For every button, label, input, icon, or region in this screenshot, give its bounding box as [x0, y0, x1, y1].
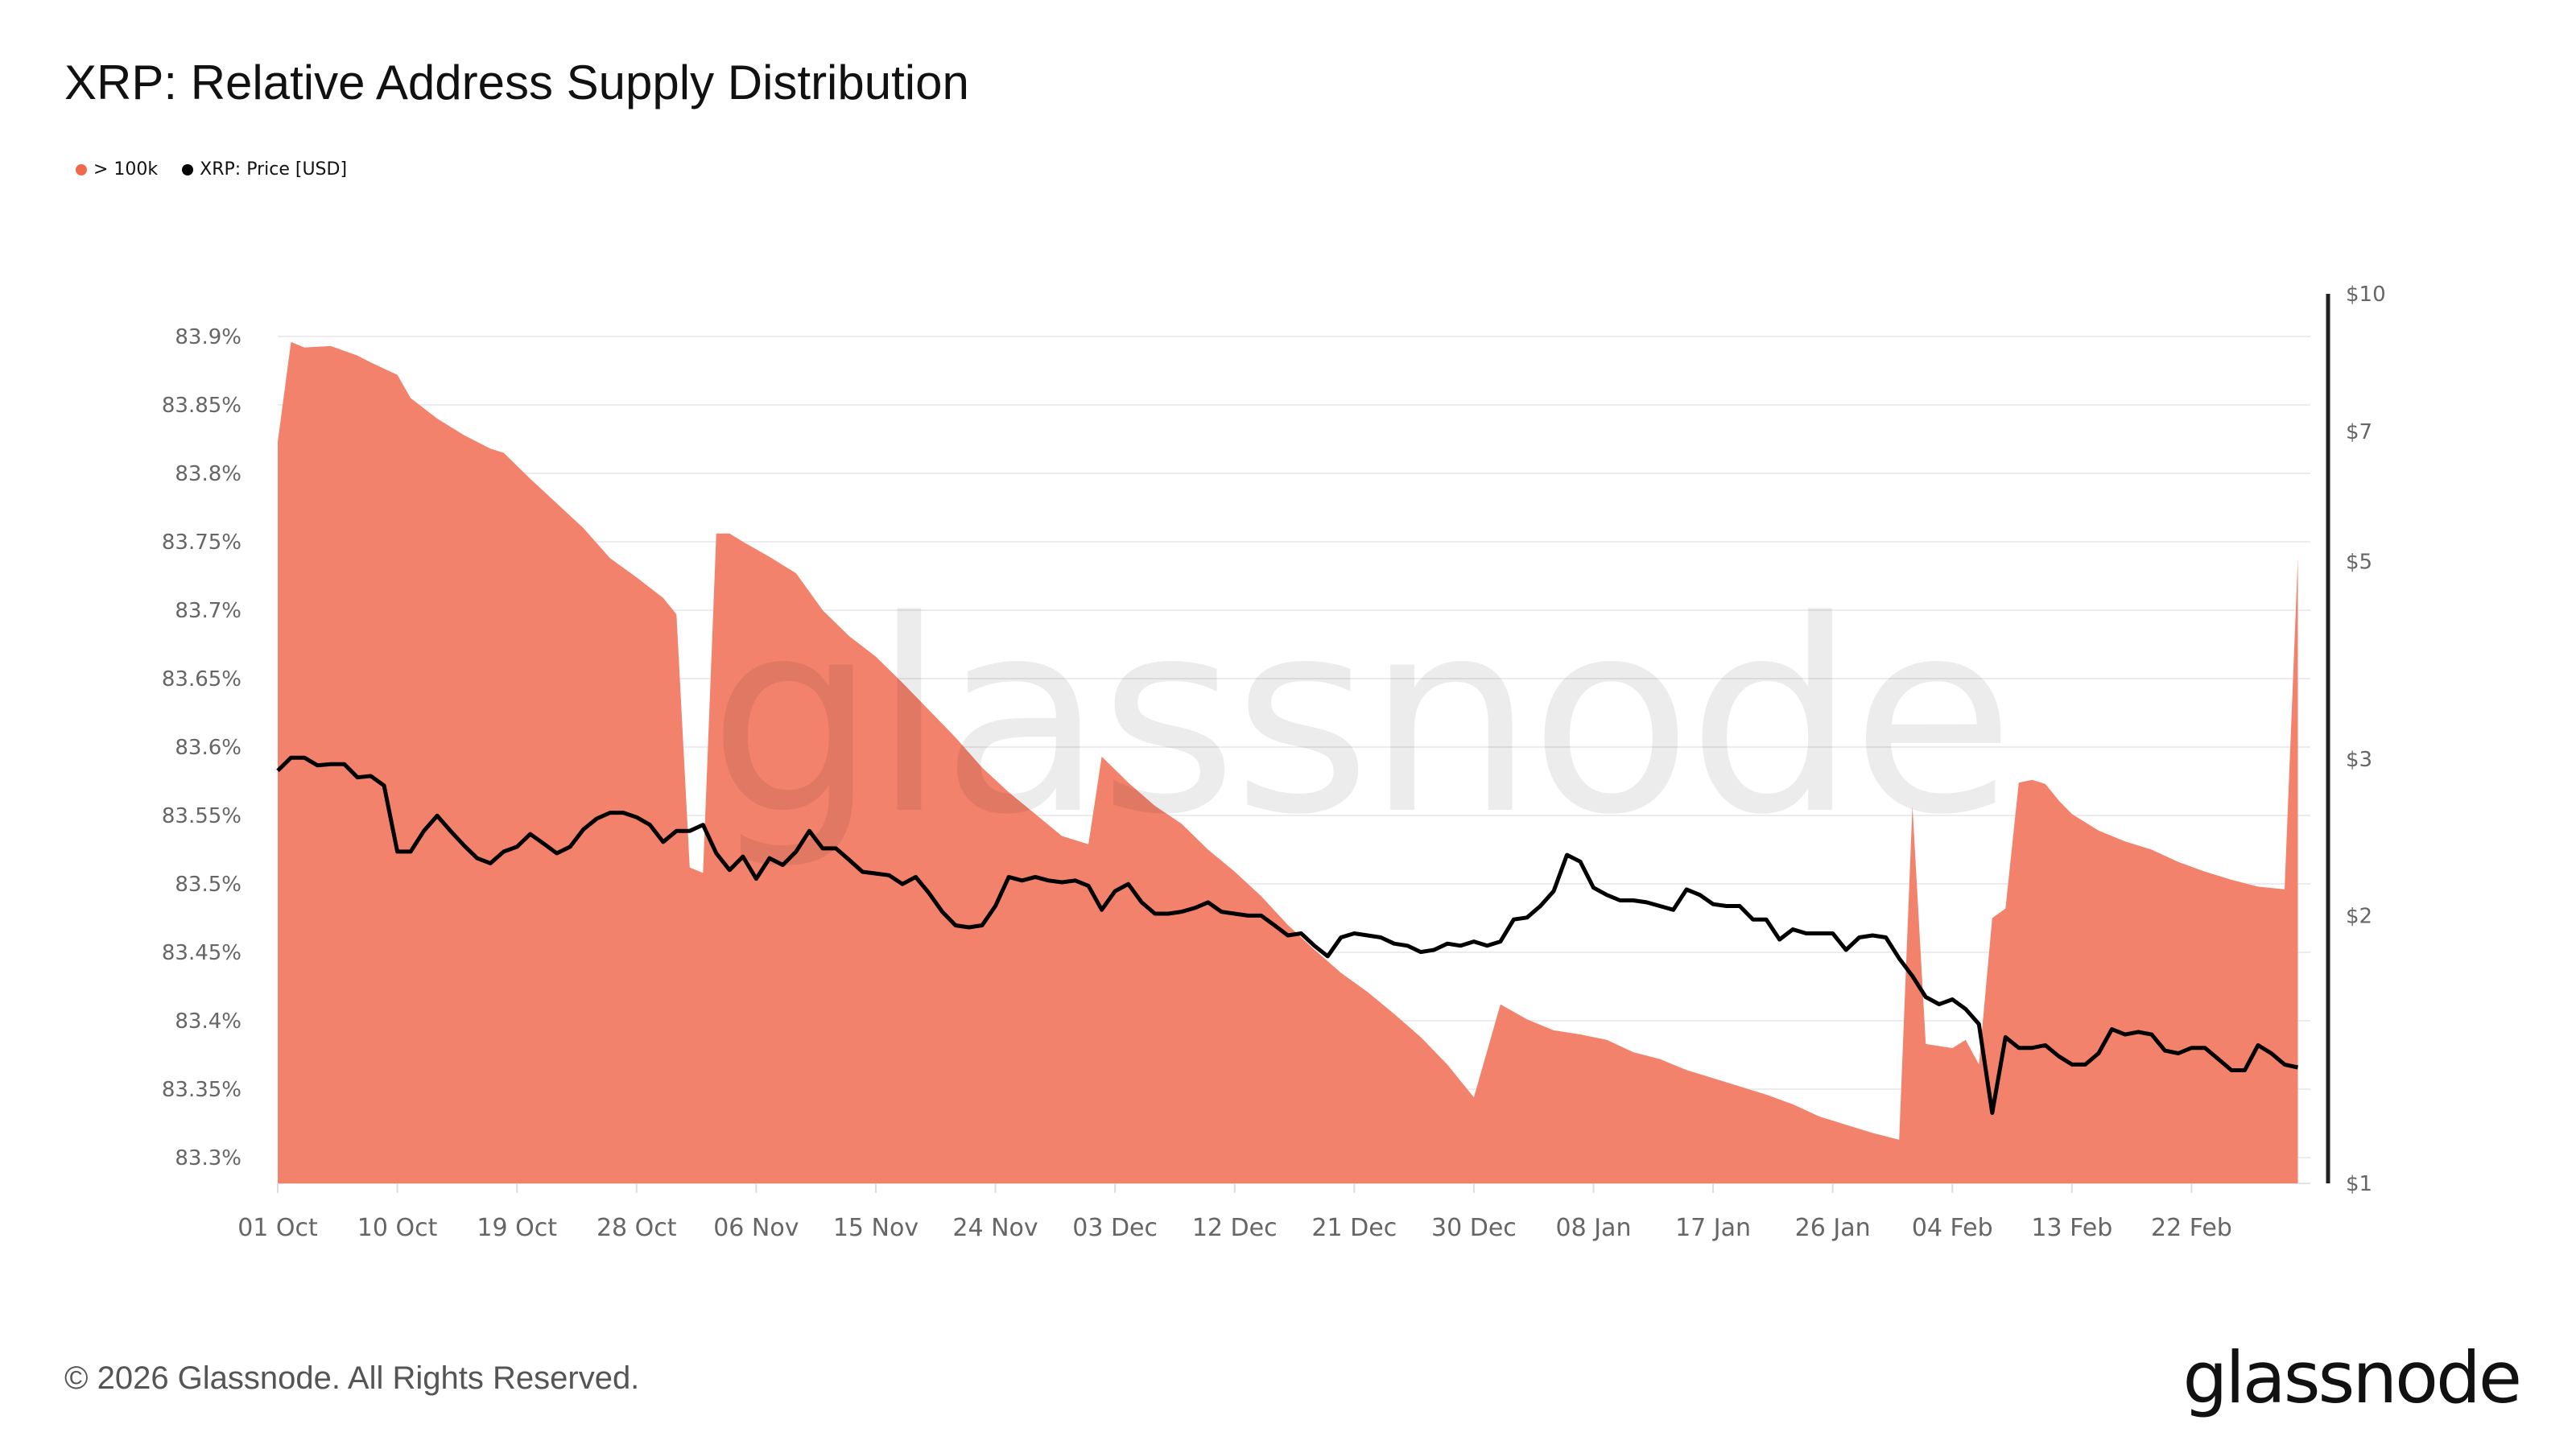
- x-tick-label: 06 Nov: [713, 1214, 799, 1242]
- y-left-tick-label: 83.65%: [162, 667, 242, 691]
- y-right-tick-label: $1: [2346, 1172, 2372, 1196]
- y-right-tick-label: $3: [2346, 748, 2372, 772]
- y-right-tick-label: $7: [2346, 420, 2372, 444]
- y-left-tick-label: 83.6%: [175, 736, 242, 760]
- y-left-tick-label: 83.35%: [162, 1078, 242, 1102]
- legend-item-supply[interactable]: > 100k: [76, 159, 158, 180]
- supply-area-series: [278, 341, 2298, 1183]
- legend-dot-icon: [182, 163, 194, 175]
- x-tick-label: 26 Jan: [1795, 1214, 1871, 1242]
- legend-item-price[interactable]: XRP: Price [USD]: [182, 159, 347, 180]
- y-right-tick-label: $2: [2346, 904, 2372, 928]
- x-tick-label: 03 Dec: [1072, 1214, 1158, 1242]
- x-tick-label: 15 Nov: [833, 1214, 919, 1242]
- supply-area-layer: [278, 341, 2298, 1183]
- y-left-tick-label: 83.45%: [162, 941, 242, 965]
- y-left-tick-label: 83.3%: [175, 1146, 242, 1170]
- legend-label: XRP: Price [USD]: [200, 159, 348, 180]
- legend-dot-icon: [76, 163, 87, 175]
- x-tick-label: 24 Nov: [952, 1214, 1038, 1242]
- axes: 83.3% 83.35% 83.4% 83.45% 83.5% 83.55% 83.6% 83…: [162, 283, 2386, 1242]
- legend: > 100k XRP: Price [USD]: [76, 159, 347, 180]
- x-tick-label: 10 Oct: [357, 1214, 438, 1242]
- y-left-tick-label: 83.55%: [162, 804, 242, 828]
- price-line-layer: [276, 755, 2299, 1115]
- y-left-tick-label: 83.7%: [175, 599, 242, 623]
- glassnode-logo: glassnode: [2182, 1336, 2522, 1419]
- x-tick-label: 22 Feb: [2151, 1214, 2232, 1242]
- x-tick-label: 19 Oct: [477, 1214, 557, 1242]
- x-tick-label: 04 Feb: [1912, 1214, 1993, 1242]
- copyright-footer: © 2026 Glassnode. All Rights Reserved.: [64, 1360, 640, 1396]
- chart-title: XRP: Relative Address Supply Distributio…: [64, 56, 969, 109]
- price-line-series: [276, 755, 2299, 1115]
- x-tick-label: 13 Feb: [2031, 1214, 2112, 1242]
- y-right-tick-label: $5: [2346, 551, 2372, 575]
- x-tick-label: 01 Oct: [237, 1214, 318, 1242]
- y-left-tick-label: 83.85%: [162, 394, 242, 418]
- x-tick-label: 28 Oct: [597, 1214, 677, 1242]
- y-left-tick-label: 83.8%: [175, 462, 242, 486]
- x-tick-label: 12 Dec: [1192, 1214, 1278, 1242]
- y-left-tick-label: 83.4%: [175, 1009, 242, 1034]
- y-left-tick-label: 83.75%: [162, 530, 242, 555]
- y-left-tick-label: 83.9%: [175, 325, 242, 349]
- legend-label: > 100k: [93, 159, 159, 180]
- y-left-tick-label: 83.5%: [175, 873, 242, 897]
- y-right-tick-label: $10: [2346, 283, 2386, 307]
- x-tick-label: 21 Dec: [1311, 1214, 1397, 1242]
- x-tick-label: 30 Dec: [1431, 1214, 1517, 1242]
- x-tick-label: 08 Jan: [1556, 1214, 1632, 1242]
- x-tick-label: 17 Jan: [1675, 1214, 1751, 1242]
